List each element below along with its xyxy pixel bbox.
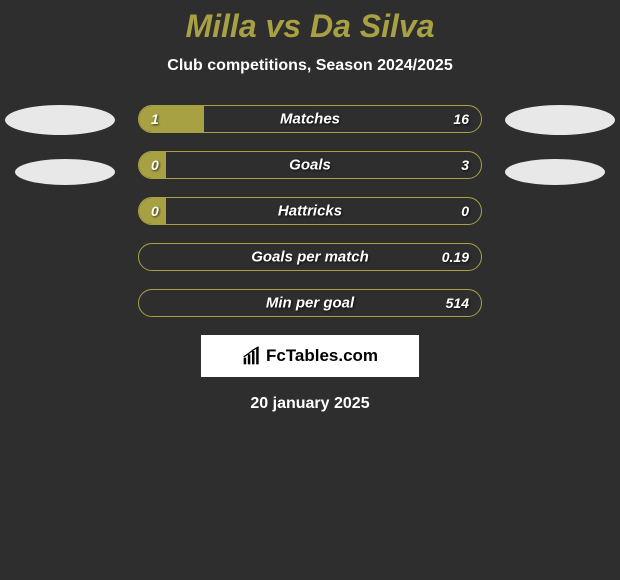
logo-box: FcTables.com [201, 335, 419, 377]
player-badge-left-1 [5, 105, 115, 135]
bar-label: Matches [280, 111, 340, 128]
bar-label: Min per goal [266, 295, 354, 312]
bar-row: 0 Hattricks 0 [138, 197, 482, 225]
subtitle: Club competitions, Season 2024/2025 [0, 57, 620, 75]
bars-wrapper: 1 Matches 16 0 Goals 3 0 Hattricks 0 [138, 105, 482, 317]
chart-icon [242, 346, 262, 366]
bar-value-right: 3 [461, 157, 469, 173]
bar-value-left: 0 [151, 203, 159, 219]
bar-label: Goals per match [251, 249, 369, 266]
player-badge-left-2 [15, 159, 115, 185]
player-badge-right-1 [505, 105, 615, 135]
bar-row: Goals per match 0.19 [138, 243, 482, 271]
bar-value-right: 0.19 [442, 249, 469, 265]
date-text: 20 january 2025 [0, 395, 620, 413]
bar-value-right: 514 [446, 295, 469, 311]
infographic-container: Milla vs Da Silva Club competitions, Sea… [0, 0, 620, 413]
logo-text: FcTables.com [266, 346, 378, 366]
bar-value-right: 16 [453, 111, 469, 127]
bar-row: Min per goal 514 [138, 289, 482, 317]
bar-label: Hattricks [278, 203, 342, 220]
player-badge-right-2 [505, 159, 605, 185]
bar-value-right: 0 [461, 203, 469, 219]
chart-area: 1 Matches 16 0 Goals 3 0 Hattricks 0 [0, 105, 620, 413]
bar-row: 1 Matches 16 [138, 105, 482, 133]
bar-value-left: 0 [151, 157, 159, 173]
page-title: Milla vs Da Silva [0, 8, 620, 45]
bar-row: 0 Goals 3 [138, 151, 482, 179]
bar-value-left: 1 [151, 111, 159, 127]
bar-label: Goals [289, 157, 331, 174]
bar-fill-left [139, 106, 204, 132]
